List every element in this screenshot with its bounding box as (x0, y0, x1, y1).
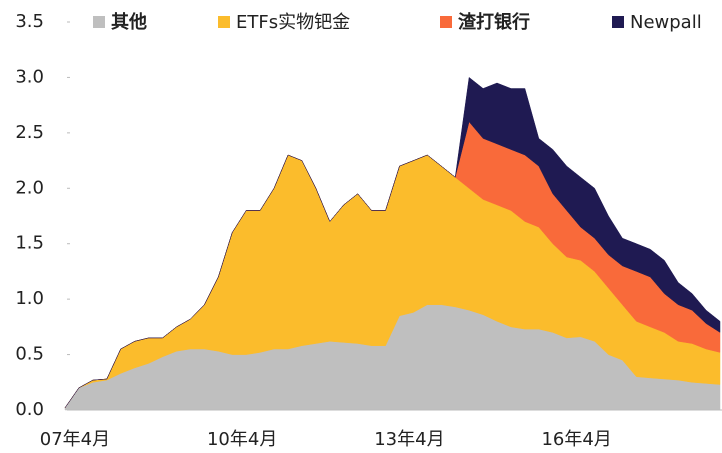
y-tick-label: 2.0 (15, 177, 44, 198)
y-tick-label: 1.0 (15, 288, 44, 309)
area (64, 76, 721, 408)
legend-swatch (612, 16, 624, 28)
y-tick-label: 2.5 (15, 122, 44, 143)
legend-label: ETFs实物钯金 (236, 12, 350, 33)
x-tick-label: 10年4月 (207, 429, 277, 450)
legend-label: 其他 (111, 11, 147, 33)
y-tick-label: 1.5 (15, 233, 44, 254)
x-tick-label: 07年4月 (40, 429, 110, 450)
x-tick-label: 13年4月 (374, 429, 444, 450)
legend-swatch (440, 16, 452, 28)
y-tick-label: 0.5 (15, 344, 44, 365)
y-tick-label: 0.0 (15, 399, 44, 420)
legend-label: Newpall (630, 12, 702, 33)
legend-label: 渣打银行 (458, 11, 530, 33)
legend-swatch (218, 16, 230, 28)
y-tick-label: 3.0 (15, 66, 44, 87)
y-tick-label: 3.5 (15, 11, 44, 32)
x-tick-label: 16年4月 (541, 429, 611, 450)
legend-swatch (93, 16, 105, 28)
